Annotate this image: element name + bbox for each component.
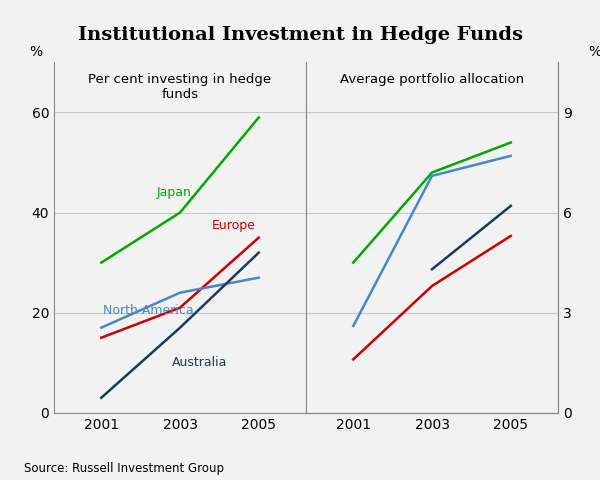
Text: %: % <box>29 45 42 59</box>
Text: Australia: Australia <box>172 356 227 369</box>
Text: Japan: Japan <box>157 186 191 199</box>
Text: %: % <box>588 45 600 59</box>
Text: North America: North America <box>103 304 194 317</box>
Text: Institutional Investment in Hedge Funds: Institutional Investment in Hedge Funds <box>77 26 523 45</box>
Text: Europe: Europe <box>212 218 256 231</box>
Text: Average portfolio allocation: Average portfolio allocation <box>340 73 524 86</box>
Text: Source: Russell Investment Group: Source: Russell Investment Group <box>24 462 224 475</box>
Text: Per cent investing in hedge
funds: Per cent investing in hedge funds <box>88 73 272 101</box>
